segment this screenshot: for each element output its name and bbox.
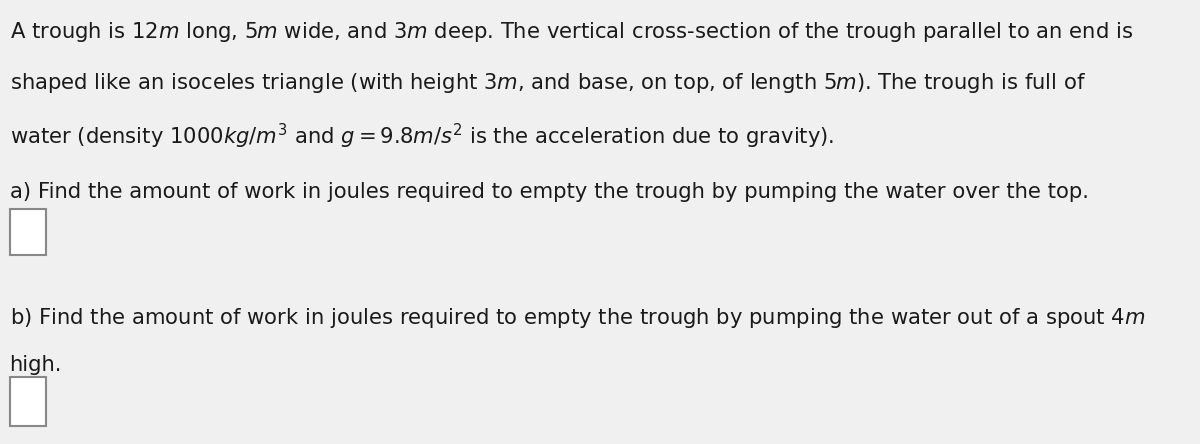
Text: b) Find the amount of work in joules required to empty the trough by pumping the: b) Find the amount of work in joules req…: [10, 306, 1145, 330]
Text: a) Find the amount of work in joules required to empty the trough by pumping the: a) Find the amount of work in joules req…: [10, 182, 1088, 202]
Text: water (density $1000kg/m^3$ and $g = 9.8m/s^2$ is the acceleration due to gravit: water (density $1000kg/m^3$ and $g = 9.8…: [10, 122, 834, 151]
Text: high.: high.: [10, 355, 62, 375]
FancyBboxPatch shape: [10, 377, 46, 426]
Text: A trough is $12m$ long, $5m$ wide, and $3m$ deep. The vertical cross-section of : A trough is $12m$ long, $5m$ wide, and $…: [10, 20, 1133, 44]
Text: shaped like an isoceles triangle (with height $3m$, and base, on top, of length : shaped like an isoceles triangle (with h…: [10, 71, 1086, 95]
FancyBboxPatch shape: [10, 209, 46, 255]
